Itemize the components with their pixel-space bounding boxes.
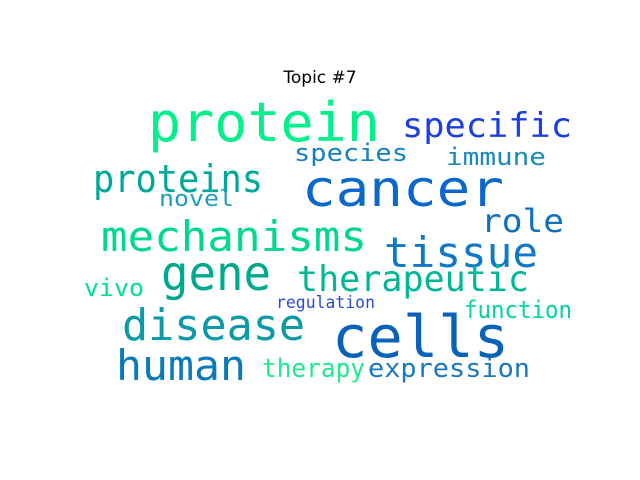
word-function: function — [464, 296, 572, 324]
word-expression: expression — [368, 354, 531, 384]
word-novel: novel — [159, 187, 234, 212]
word-proteins: proteins — [93, 157, 264, 201]
word-disease: disease — [122, 300, 306, 351]
word-cells: cells — [332, 303, 510, 371]
word-regulation: regulation — [276, 293, 375, 313]
chart-title: Topic #7 — [283, 68, 357, 88]
word-gene: gene — [161, 246, 272, 302]
word-tissue: tissue — [384, 228, 538, 277]
word-cancer: cancer — [302, 160, 504, 218]
word-therapy: therapy — [262, 354, 366, 384]
word-vivo: vivo — [84, 274, 144, 302]
word-protein: protein — [148, 91, 380, 154]
word-specific: specific — [402, 106, 572, 146]
word-species: species — [294, 139, 409, 167]
word-immune: immune — [446, 143, 546, 171]
word-role: role — [481, 202, 564, 240]
word-therapeutic: therapeutic — [297, 259, 529, 300]
word-human: human — [116, 341, 246, 390]
word-mechanisms: mechanisms — [101, 212, 368, 261]
